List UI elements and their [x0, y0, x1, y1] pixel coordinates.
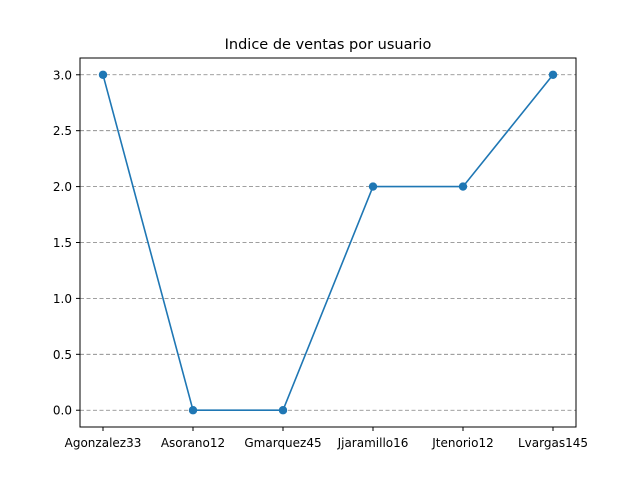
series-line	[102, 74, 554, 412]
y-gridlines	[80, 74, 576, 411]
x-tick-label: Lvargas145	[518, 436, 588, 450]
y-tick-label: 0.5	[53, 348, 72, 362]
data-point	[98, 70, 108, 79]
y-axis: 0.0 0.5 1.0 1.5 2.0 2.5 3.0	[53, 68, 80, 418]
data-point	[458, 182, 468, 191]
chart-title: Indice de ventas por usuario	[225, 37, 432, 53]
y-tick-label: 2.5	[53, 124, 72, 138]
data-point	[548, 70, 558, 79]
y-tick-label: 1.0	[53, 292, 72, 306]
y-tick-label: 1.5	[53, 236, 72, 250]
x-tick-label: Agonzalez33	[65, 436, 142, 450]
x-tick-label: Jtenorio12	[431, 436, 493, 450]
y-tick-label: 2.0	[53, 180, 72, 194]
x-tick-label: Gmarquez45	[244, 436, 321, 450]
x-tick-label: Jjaramillo16	[337, 436, 409, 450]
data-point	[368, 182, 378, 191]
x-tick-label: Asorano12	[161, 436, 225, 450]
y-tick-label: 3.0	[53, 68, 72, 82]
data-point	[188, 406, 198, 415]
data-point	[278, 406, 288, 415]
x-axis: Agonzalez33 Asorano12 Gmarquez45 Jjaramillo…	[65, 427, 588, 450]
series-group	[98, 70, 558, 415]
y-tick-label: 0.0	[53, 404, 72, 418]
